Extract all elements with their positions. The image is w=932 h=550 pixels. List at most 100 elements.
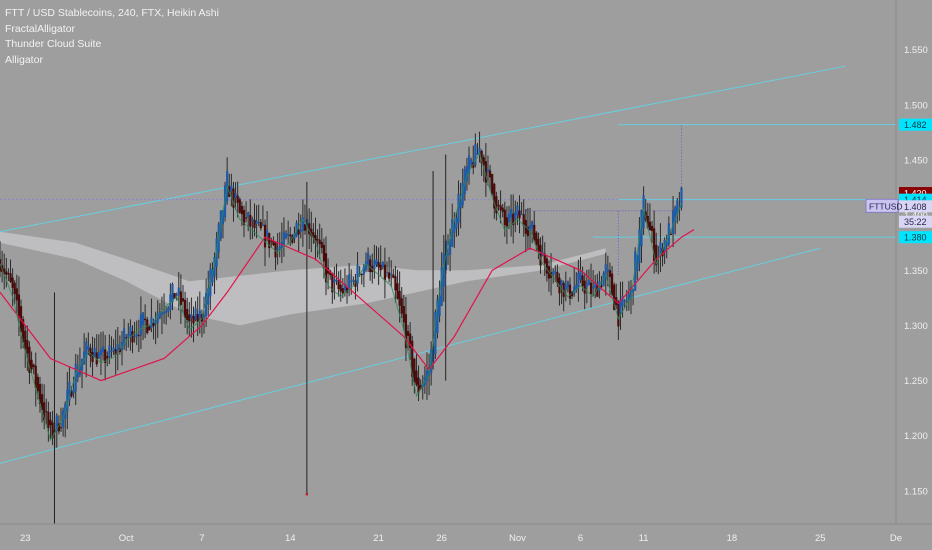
candle-body[interactable] xyxy=(127,334,130,338)
candle-body[interactable] xyxy=(49,419,52,426)
candle-body[interactable] xyxy=(438,295,441,317)
candle-body[interactable] xyxy=(566,281,569,288)
candle-body[interactable] xyxy=(26,340,29,354)
candle-body[interactable] xyxy=(70,391,73,397)
candle-body[interactable] xyxy=(533,224,536,241)
candle-body[interactable] xyxy=(297,229,300,235)
candle-body[interactable] xyxy=(339,284,342,292)
candle-body[interactable] xyxy=(467,155,471,174)
candle-body[interactable] xyxy=(318,239,321,245)
candle-body[interactable] xyxy=(301,217,304,231)
candle-body[interactable] xyxy=(329,270,332,276)
candle-body[interactable] xyxy=(303,224,307,231)
candle-body[interactable] xyxy=(436,299,439,333)
candle-body[interactable] xyxy=(568,284,572,299)
candle-body[interactable] xyxy=(177,287,180,296)
candle-body[interactable] xyxy=(499,205,502,210)
candle-body[interactable] xyxy=(55,415,58,432)
candle-body[interactable] xyxy=(575,284,578,291)
candle-body[interactable] xyxy=(211,270,214,283)
candle-body[interactable] xyxy=(636,255,639,271)
candle-body[interactable] xyxy=(244,217,248,219)
candle-body[interactable] xyxy=(257,221,260,223)
candle-body[interactable] xyxy=(459,201,462,209)
candle-body[interactable] xyxy=(91,351,94,363)
candle-body[interactable] xyxy=(655,244,658,266)
candle-body[interactable] xyxy=(253,219,256,228)
candle-body[interactable] xyxy=(507,213,511,222)
candle-body[interactable] xyxy=(619,299,622,314)
candle-body[interactable] xyxy=(9,273,12,282)
candle-body[interactable] xyxy=(282,231,286,245)
candle-body[interactable] xyxy=(631,289,635,293)
candle-body[interactable] xyxy=(261,224,265,226)
candle-body[interactable] xyxy=(514,211,517,220)
candle-body[interactable] xyxy=(491,173,494,194)
candle-body[interactable] xyxy=(478,147,481,154)
candle-body[interactable] xyxy=(7,273,10,275)
candle-body[interactable] xyxy=(476,153,479,155)
candle-body[interactable] xyxy=(577,273,580,288)
candle-body[interactable] xyxy=(587,280,591,286)
candle-body[interactable] xyxy=(156,313,159,323)
candle-body[interactable] xyxy=(255,220,258,224)
legend-indicator-fractal-alligator[interactable]: FractalAlligator xyxy=(5,22,76,35)
candle-body[interactable] xyxy=(613,284,616,310)
candle-body[interactable] xyxy=(114,349,117,355)
candle-body[interactable] xyxy=(449,238,452,255)
candle-body[interactable] xyxy=(564,285,567,290)
candle-body[interactable] xyxy=(131,331,134,343)
candle-body[interactable] xyxy=(289,234,292,237)
candle-body[interactable] xyxy=(503,209,506,226)
candle-body[interactable] xyxy=(535,232,538,245)
candle-body[interactable] xyxy=(316,239,319,241)
candle-body[interactable] xyxy=(417,377,420,393)
candle-body[interactable] xyxy=(34,365,37,389)
candle-body[interactable] xyxy=(194,308,197,320)
candle-body[interactable] xyxy=(141,312,145,325)
candle-body[interactable] xyxy=(116,344,119,353)
candle-body[interactable] xyxy=(482,157,485,166)
candle-body[interactable] xyxy=(457,193,460,224)
candle-body[interactable] xyxy=(488,170,492,178)
candle-body[interactable] xyxy=(125,337,128,339)
candle-body[interactable] xyxy=(495,196,498,214)
candle-body[interactable] xyxy=(381,261,384,268)
candle-body[interactable] xyxy=(308,223,311,235)
candle-body[interactable] xyxy=(202,314,206,318)
candle-body[interactable] xyxy=(671,210,675,234)
candle-body[interactable] xyxy=(392,274,395,278)
candle-body[interactable] xyxy=(373,260,376,269)
candle-body[interactable] xyxy=(394,276,397,291)
candle-body[interactable] xyxy=(434,311,437,355)
candle-body[interactable] xyxy=(379,264,382,271)
candle-body[interactable] xyxy=(415,370,418,385)
candle-body[interactable] xyxy=(295,222,298,237)
candle-body[interactable] xyxy=(470,159,473,165)
candle-body[interactable] xyxy=(676,200,679,215)
candle-body[interactable] xyxy=(47,411,50,428)
candle-body[interactable] xyxy=(657,254,660,256)
candle-body[interactable] xyxy=(270,240,273,242)
candle-body[interactable] xyxy=(11,277,14,288)
candle-body[interactable] xyxy=(385,272,389,274)
candle-body[interactable] xyxy=(560,280,563,286)
candle-body[interactable] xyxy=(406,331,410,336)
candle-body[interactable] xyxy=(425,370,429,382)
candle-body[interactable] xyxy=(592,286,595,289)
candle-body[interactable] xyxy=(150,317,153,329)
candle-body[interactable] xyxy=(453,224,456,234)
candle-body[interactable] xyxy=(573,286,576,294)
candle-body[interactable] xyxy=(451,219,454,247)
candle-body[interactable] xyxy=(310,228,313,236)
candle-body[interactable] xyxy=(640,210,643,247)
candle-body[interactable] xyxy=(129,326,132,336)
candle-body[interactable] xyxy=(409,333,412,348)
candle-body[interactable] xyxy=(205,292,208,317)
candle-body[interactable] xyxy=(175,294,178,296)
candle-body[interactable] xyxy=(247,212,250,218)
candle-body[interactable] xyxy=(602,273,605,286)
candle-body[interactable] xyxy=(581,275,584,286)
candle-body[interactable] xyxy=(80,358,84,371)
candle-body[interactable] xyxy=(268,233,271,249)
